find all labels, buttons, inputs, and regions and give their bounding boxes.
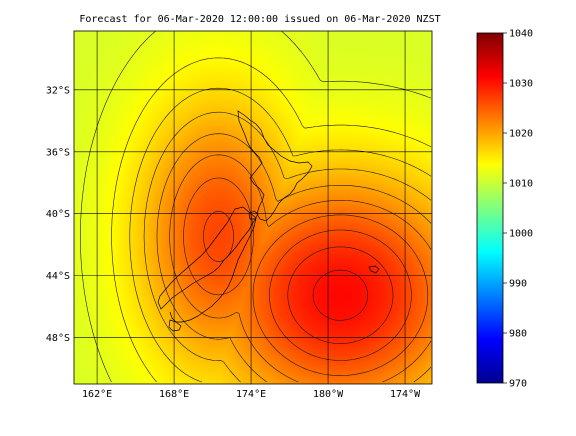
colorbar-label-990: 990 (509, 279, 527, 290)
lat-lon-grid (74, 31, 432, 384)
isobar-line (169, 154, 432, 383)
isobar-line (80, 31, 432, 383)
lon-label-162e: 162°E (82, 389, 112, 400)
isobar-line (156, 133, 432, 383)
map-area (73, 30, 433, 385)
lat-label-48s: 48°S (46, 333, 70, 344)
south-island-east-coast (169, 217, 257, 323)
colorbar-label-980: 980 (509, 329, 527, 340)
colorbar-label-1010: 1010 (509, 179, 533, 190)
colorbar-label-1020: 1020 (509, 129, 533, 140)
south-island-coast (157, 206, 257, 310)
isobar-contours (80, 31, 432, 383)
lat-label-40s: 40°S (46, 209, 70, 220)
lat-label-32s: 32°S (46, 85, 70, 96)
lon-label-174w: 174°W (390, 389, 421, 400)
isobar-line (312, 269, 368, 321)
colorbar-gradient (476, 32, 504, 384)
marlborough-sounds (248, 210, 259, 220)
north-island-coast (237, 110, 313, 222)
latitude-labels: 32°S 36°S 40°S 44°S 48°S (46, 85, 70, 344)
isobar-line (287, 246, 394, 344)
colorbar-tick-labels: 970 980 990 1000 1010 1020 1030 1040 (509, 29, 533, 390)
colorbar-label-970: 970 (509, 379, 527, 390)
map-frame (73, 30, 433, 385)
stewart-island-coast (168, 319, 182, 332)
colorbar-label-1030: 1030 (509, 79, 533, 90)
isobar-line (143, 111, 432, 383)
coastline-new-zealand (157, 110, 380, 332)
lat-label-44s: 44°S (46, 271, 70, 282)
colorbar-label-1040: 1040 (509, 29, 533, 40)
pressure-colorbar: 970 980 990 1000 1010 1020 1030 1040 (476, 29, 533, 390)
lon-label-180w: 180°W (313, 389, 344, 400)
colorbar-label-1000: 1000 (509, 229, 533, 240)
lat-label-36s: 36°S (46, 147, 70, 158)
colorbar-ticks (503, 32, 507, 384)
lon-label-168e: 168°E (159, 389, 189, 400)
figure-title: Forecast for 06-Mar-2020 12:00:00 issued… (79, 14, 440, 25)
lon-label-174e: 174°E (236, 389, 266, 400)
isobar-line (129, 87, 432, 383)
isobar-line (111, 57, 432, 383)
chatham-islands-coast (368, 265, 380, 274)
longitude-labels: 162°E 168°E 174°E 180°W 174°W (82, 389, 421, 400)
